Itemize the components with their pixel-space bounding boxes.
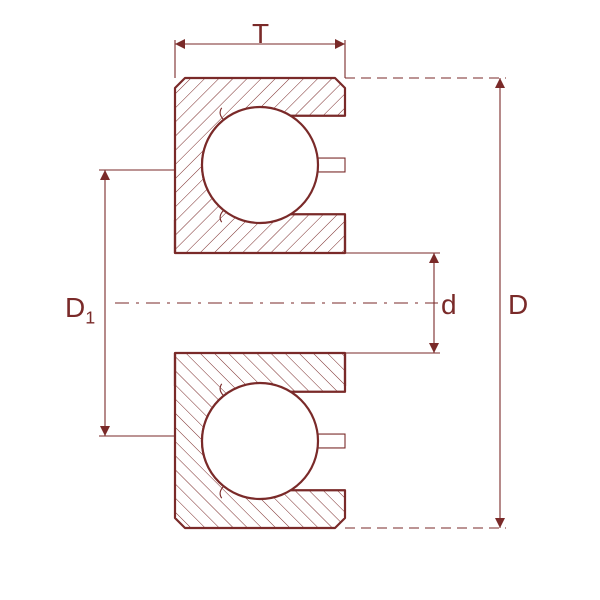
label-D1-sub: 1 <box>85 308 95 328</box>
label-D1: D1 <box>65 292 95 329</box>
label-T: T <box>252 18 269 50</box>
label-D1-main: D <box>65 292 85 323</box>
label-d: d <box>441 289 457 321</box>
bearing-diagram: T d D D1 <box>0 0 600 600</box>
label-D: D <box>508 289 528 321</box>
